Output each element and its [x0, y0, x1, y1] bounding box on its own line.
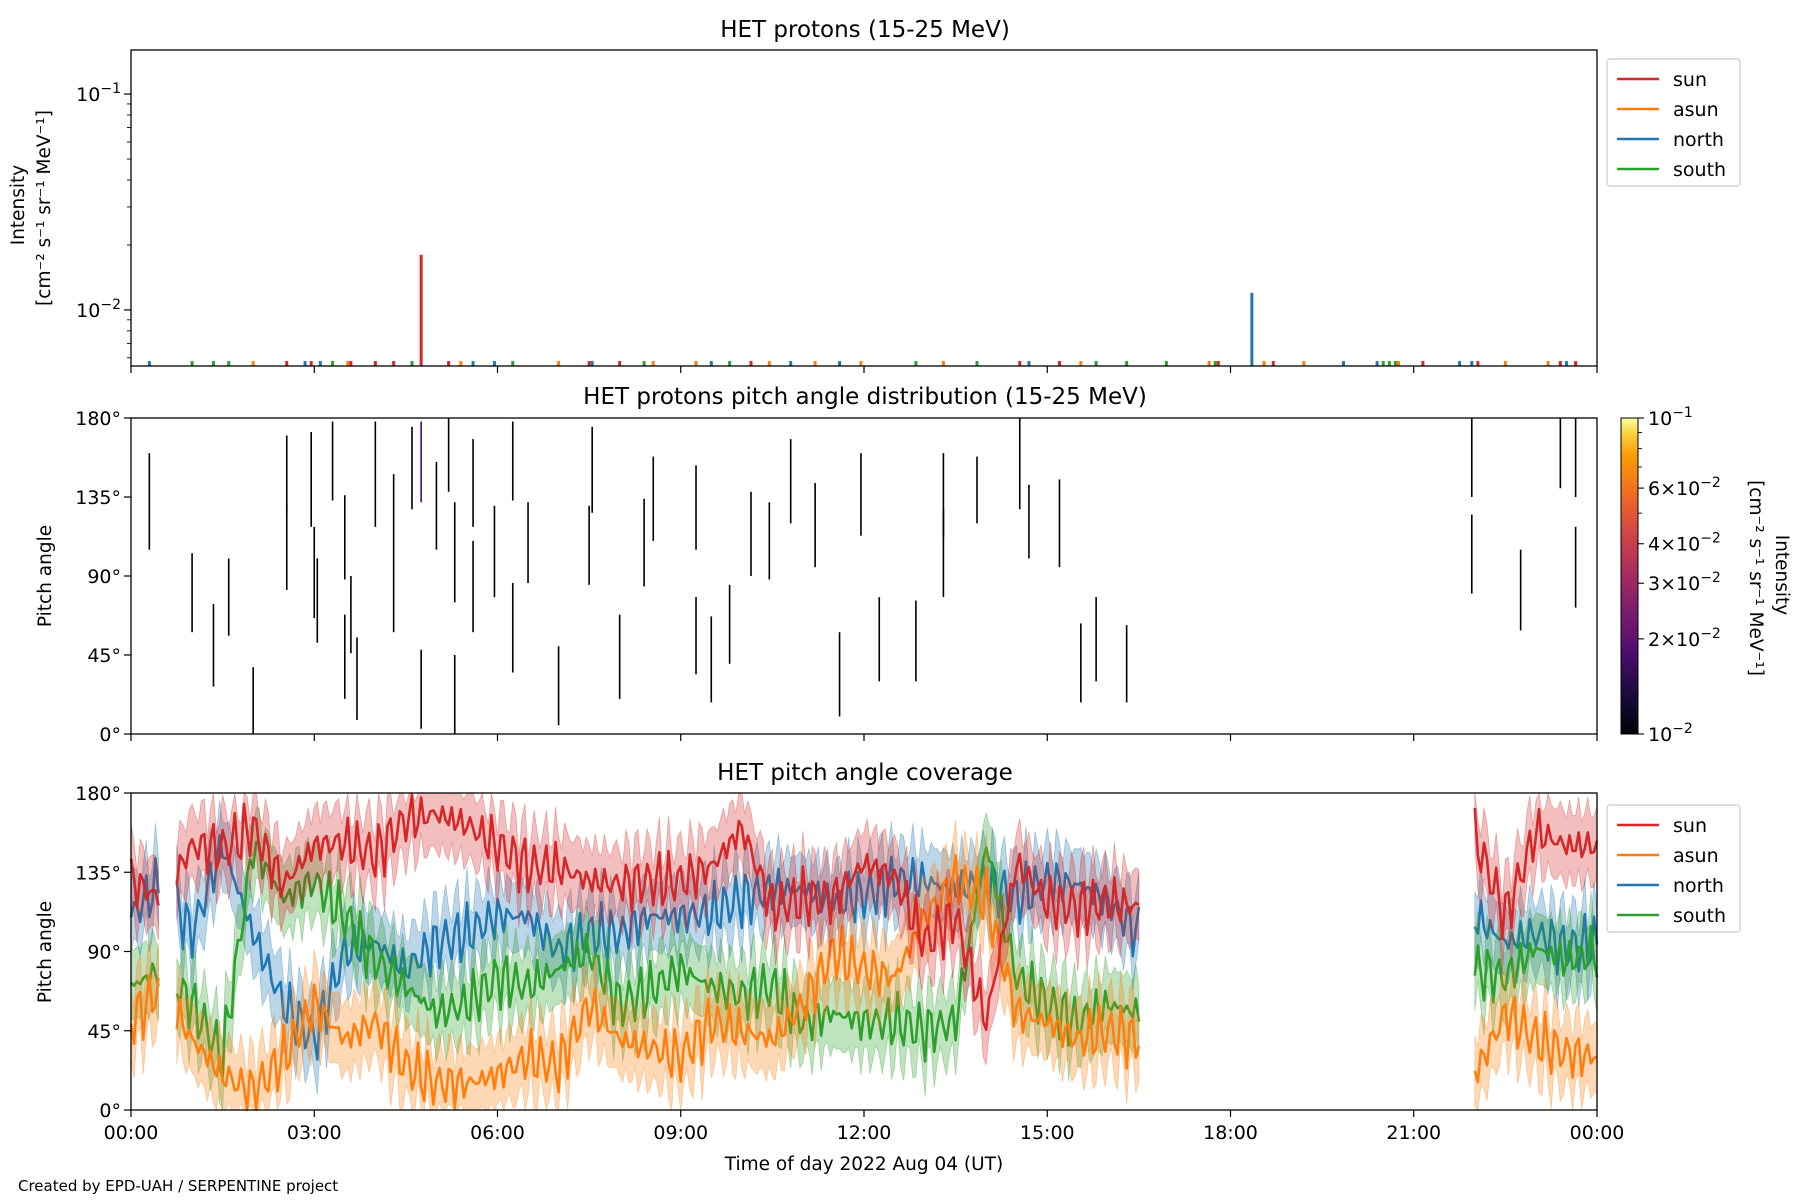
legend-box [1606, 58, 1741, 187]
coverage-line-sun [1473, 807, 1599, 941]
legend-label-south: south [1673, 159, 1726, 181]
panel3-ytick-label: 135° [75, 862, 121, 884]
coverage-line-asun [129, 973, 160, 1045]
panel1-title: HET protons (15-25 MeV) [720, 17, 1010, 43]
colorbar-axis: 10−1 6×10−2 4×10−2 3×10−2 2×10−2 10−2 [1638, 405, 1721, 746]
panel3-xtick-label: 12:00 [837, 1122, 892, 1144]
panel3-ytick-label: 0° [99, 1100, 121, 1122]
legend-label-north: north [1673, 875, 1724, 897]
colorbar-tick-label: 2×10−2 [1648, 626, 1721, 651]
panel2-ylabel: Pitch angle [35, 525, 56, 627]
panel3-xtick-label: 03:00 [287, 1122, 342, 1144]
coverage-line-asun [1473, 995, 1598, 1084]
panel2-ytick-label: 90° [87, 566, 121, 588]
coverage-line-sun [175, 793, 1140, 1031]
panel3-title: HET pitch angle coverage [717, 760, 1013, 786]
panel3-legend: sun asun north south [1606, 804, 1741, 933]
panel-intensity: HET protons (15-25 MeV) 10−1 10−2 Intensi… [8, 17, 1741, 373]
panel1-axes: 10−1 10−2 [76, 81, 1598, 373]
panel2-ytick-label: 180° [75, 408, 121, 430]
panel3-xtick-label: 06:00 [470, 1122, 525, 1144]
legend-label-asun: asun [1673, 845, 1719, 867]
colorbar-tick-label: 3×10−2 [1648, 570, 1721, 595]
legend-label-north: north [1673, 129, 1724, 151]
coverage-line-south [130, 962, 160, 987]
panel3-ylabel: Pitch angle [35, 901, 56, 1003]
credit-text: Created by EPD-UAH / SERPENTINE project [18, 1177, 338, 1195]
legend-label-south: south [1673, 905, 1726, 927]
panel2-axes: 0° 45° 90° 135° 180° [75, 408, 1598, 746]
coverage-line-asun [175, 854, 1141, 1112]
panel2-title: HET protons pitch angle distribution (15… [583, 384, 1147, 410]
panel1-ytick-label: 10−2 [76, 297, 121, 322]
coverage-band-south [176, 806, 1140, 1111]
coverage-line-sun [129, 858, 160, 909]
panel2-marks [148, 418, 1577, 734]
panel1-ytick-label: 10−1 [76, 81, 121, 106]
panel3-axes: 0° 45° 90° 135° 180° 00:00 03:00 06:00 09:00 12:0… [75, 783, 1624, 1144]
panel1-marks [147, 254, 1578, 366]
legend-label-asun: asun [1673, 99, 1719, 121]
panel3-ytick-label: 180° [75, 783, 121, 805]
coverage-band-asun [176, 820, 1140, 1112]
panel3-ytick-label: 90° [87, 942, 121, 964]
panel2-ytick-label: 45° [87, 645, 121, 667]
panel-pitch-angle-distribution: HET protons pitch angle distribution (15… [35, 384, 1792, 746]
coverage-line-north [1473, 899, 1599, 976]
panel2-ytick-label: 135° [75, 487, 121, 509]
panel3-xtick-label: 00:00 [1570, 1122, 1625, 1144]
panel1-frame [130, 49, 1598, 367]
coverage-band-sun [176, 791, 1140, 1066]
panel1-ylabel-line1: Intensity [8, 165, 29, 246]
legend-label-sun: sun [1673, 69, 1707, 91]
colorbar-label-line1: Intensity [1771, 535, 1792, 616]
colorbar-tick-label: 10−1 [1648, 405, 1693, 430]
legend-label-sun: sun [1673, 815, 1707, 837]
panel3-xtick-label: 21:00 [1386, 1122, 1441, 1144]
colorbar-label-line2: [cm⁻² s⁻¹ sr⁻¹ MeV⁻¹] [1745, 480, 1766, 676]
panel2-ytick-label: 0° [99, 724, 121, 746]
coverage-line-south [1473, 924, 1599, 1004]
panel3-ytick-label: 45° [87, 1021, 121, 1043]
panel3-xtick-label: 00:00 [104, 1122, 159, 1144]
panel1-ylabel-line2: [cm⁻² s⁻¹ sr⁻¹ MeV⁻¹] [34, 110, 55, 306]
colorbar [1620, 417, 1639, 735]
panel3-xtick-label: 15:00 [1020, 1122, 1075, 1144]
colorbar-tick-label: 6×10−2 [1648, 475, 1721, 500]
panel1-legend: sun asun north south [1606, 58, 1741, 187]
x-axis-label: Time of day 2022 Aug 04 (UT) [724, 1154, 1003, 1175]
colorbar-tick-label: 10−2 [1648, 721, 1693, 746]
legend-box [1606, 804, 1741, 933]
panel-pitch-angle-coverage: HET pitch angle coverage 0° 45° 90° 135° 180… [35, 760, 1741, 1175]
panel3-xtick-label: 18:00 [1203, 1122, 1258, 1144]
panel3-xtick-label: 09:00 [653, 1122, 708, 1144]
colorbar-tick-label: 4×10−2 [1648, 531, 1721, 556]
panel3-marks [129, 791, 1599, 1112]
